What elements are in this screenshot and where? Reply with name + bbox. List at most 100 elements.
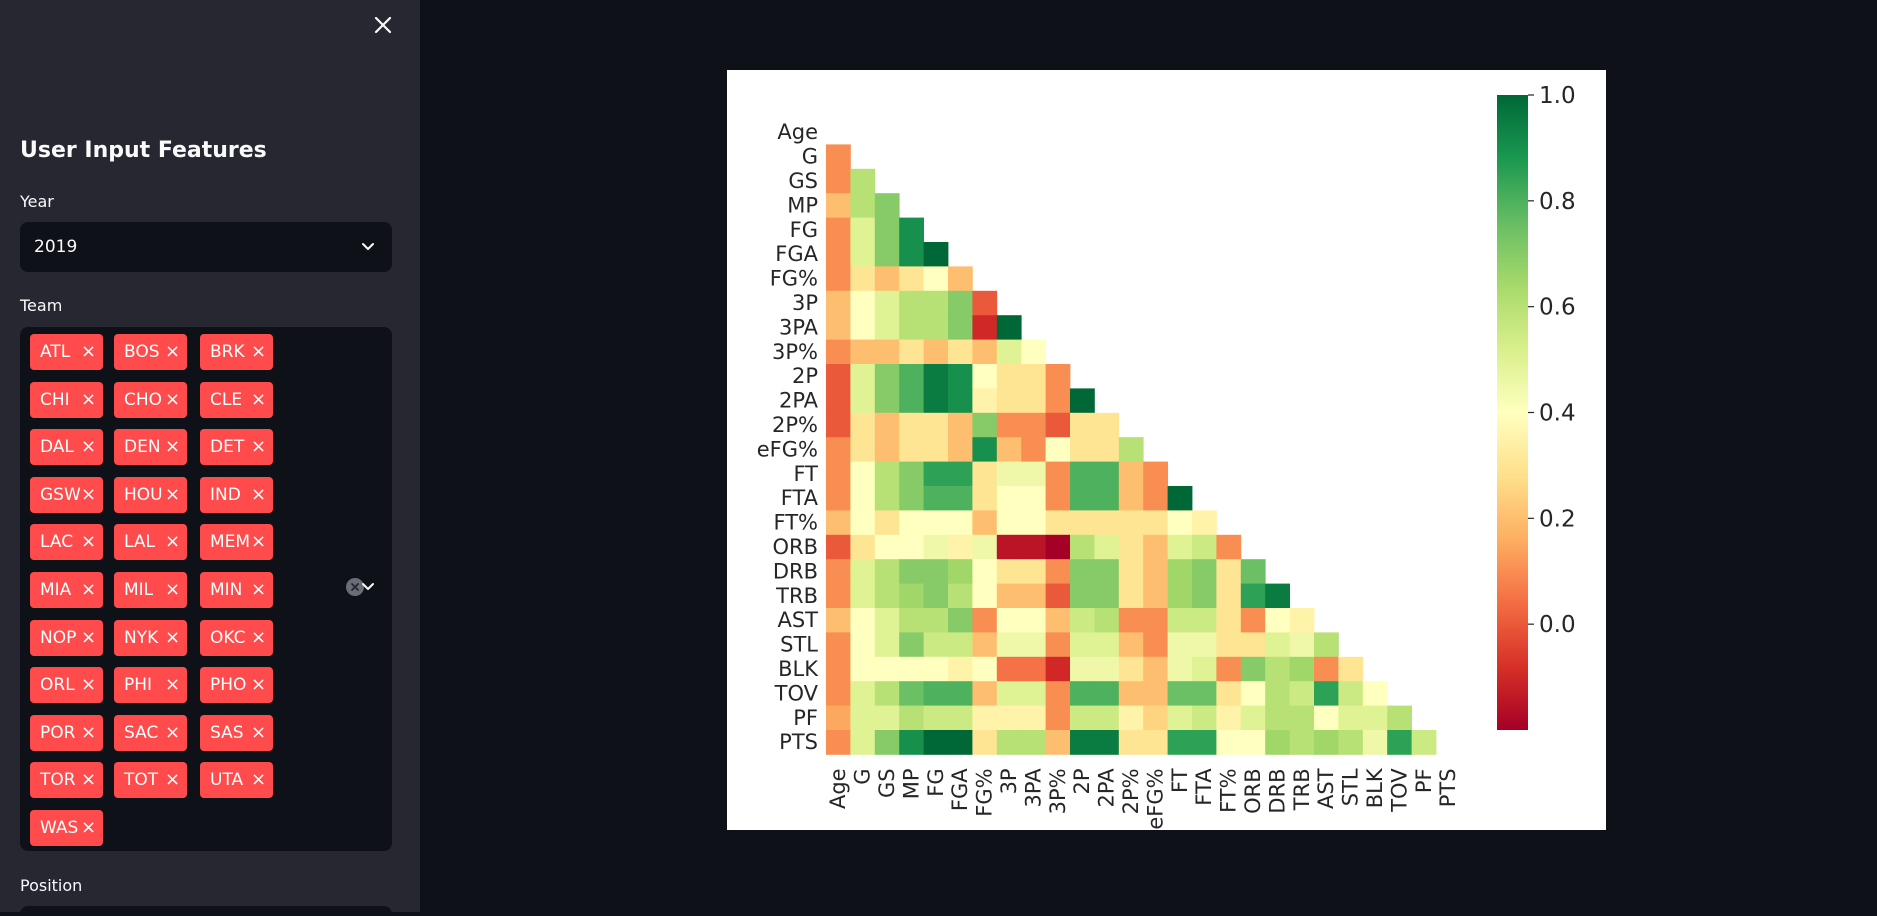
team-chip[interactable]: SAS ×: [200, 714, 273, 751]
team-chip[interactable]: PHI ×: [114, 667, 187, 704]
remove-icon[interactable]: ×: [251, 388, 267, 410]
heatmap-cell: [850, 339, 876, 365]
chevron-down-icon[interactable]: [358, 577, 378, 597]
heatmap-cell: [948, 656, 973, 682]
heatmap-cell: [1118, 656, 1144, 682]
y-tick-label: 3P: [792, 291, 818, 315]
team-chip[interactable]: IND ×: [200, 476, 273, 513]
team-chip[interactable]: DET ×: [200, 429, 273, 466]
team-chip[interactable]: ATL ×: [30, 334, 103, 370]
team-chip[interactable]: UTA ×: [200, 762, 273, 799]
remove-icon[interactable]: ×: [81, 769, 97, 791]
team-chip-label: PHO: [210, 675, 247, 696]
heatmap-cell: [826, 559, 851, 584]
remove-icon[interactable]: ×: [165, 626, 181, 648]
remove-icon[interactable]: ×: [251, 721, 267, 743]
remove-icon[interactable]: ×: [81, 483, 97, 505]
remove-icon[interactable]: ×: [81, 579, 97, 600]
remove-icon[interactable]: ×: [251, 674, 267, 696]
team-chip[interactable]: DAL ×: [30, 429, 103, 466]
heatmap-cell: [1021, 437, 1046, 462]
team-chip[interactable]: MIN ×: [200, 572, 273, 608]
remove-icon[interactable]: ×: [165, 436, 181, 458]
heatmap-cell: [972, 388, 998, 414]
team-chip[interactable]: BRK ×: [200, 334, 273, 370]
team-chip[interactable]: CHO ×: [114, 381, 187, 418]
team-chip-label: ATL: [40, 342, 71, 362]
remove-icon[interactable]: ×: [165, 483, 181, 505]
heatmap-cell: [923, 681, 949, 706]
heatmap-cell: [996, 437, 1022, 462]
heatmap-cell: [996, 510, 1022, 536]
team-chip[interactable]: MEM ×: [200, 524, 273, 561]
heatmap-cell: [1070, 632, 1095, 658]
remove-icon[interactable]: ×: [251, 769, 267, 791]
clear-all-button[interactable]: [346, 578, 364, 596]
team-chip[interactable]: MIA ×: [30, 572, 103, 608]
remove-icon[interactable]: ×: [81, 626, 97, 648]
heatmap-cell: [1045, 656, 1071, 682]
remove-icon[interactable]: ×: [165, 579, 181, 600]
heatmap-cell: [826, 168, 851, 194]
remove-icon[interactable]: ×: [165, 341, 181, 362]
team-chip[interactable]: TOT ×: [114, 762, 187, 799]
heatmap-cell: [826, 217, 851, 243]
team-chip[interactable]: LAC ×: [30, 524, 103, 561]
remove-icon[interactable]: ×: [165, 531, 181, 553]
team-chip[interactable]: NYK ×: [114, 619, 187, 656]
year-select[interactable]: 2019: [20, 222, 392, 272]
remove-icon[interactable]: ×: [251, 626, 267, 648]
team-multiselect[interactable]: ATL × BOS × BRK × CHI × CHO × CLE × DAL × DEN × DET × GSW ×…: [20, 327, 392, 851]
remove-icon[interactable]: ×: [165, 674, 181, 696]
remove-icon[interactable]: ×: [81, 721, 97, 743]
team-chip[interactable]: OKC ×: [200, 619, 273, 656]
remove-icon[interactable]: ×: [81, 436, 97, 458]
team-chip-label: DET: [210, 437, 245, 458]
remove-icon[interactable]: ×: [165, 769, 181, 791]
team-chip[interactable]: GSW ×: [30, 476, 103, 513]
remove-icon[interactable]: ×: [251, 341, 267, 362]
team-chip[interactable]: ORL ×: [30, 667, 103, 704]
team-chip[interactable]: BOS ×: [114, 334, 187, 370]
remove-icon[interactable]: ×: [165, 721, 181, 743]
remove-icon[interactable]: ×: [81, 531, 97, 553]
remove-icon[interactable]: ×: [251, 531, 267, 553]
heatmap-cell: [1216, 730, 1242, 755]
remove-icon[interactable]: ×: [81, 674, 97, 696]
heatmap-cell: [1118, 681, 1144, 706]
remove-icon[interactable]: ×: [251, 579, 267, 600]
remove-icon[interactable]: ×: [81, 388, 97, 410]
heatmap-cell: [1240, 583, 1266, 609]
heatmap-cell: [948, 583, 973, 609]
team-chip[interactable]: LAL ×: [114, 524, 187, 561]
heatmap-cell: [923, 266, 949, 292]
heatmap-cell: [948, 510, 973, 536]
team-chip[interactable]: POR ×: [30, 714, 103, 751]
team-chip[interactable]: DEN ×: [114, 429, 187, 466]
heatmap-cell: [948, 681, 973, 706]
chevron-down-icon: [362, 243, 374, 250]
team-chip[interactable]: MIL ×: [114, 572, 187, 608]
remove-icon[interactable]: ×: [251, 483, 267, 505]
close-sidebar-button[interactable]: [372, 14, 394, 36]
team-chip[interactable]: HOU ×: [114, 476, 187, 513]
y-tick-label: G: [802, 145, 818, 169]
remove-icon[interactable]: ×: [251, 436, 267, 458]
team-chip[interactable]: PHO ×: [200, 667, 273, 704]
remove-icon[interactable]: ×: [165, 388, 181, 410]
heatmap-cell: [996, 559, 1022, 584]
remove-icon[interactable]: ×: [81, 817, 97, 838]
team-chip[interactable]: NOP ×: [30, 619, 103, 656]
heatmap-cell: [948, 388, 973, 414]
team-chip[interactable]: SAC ×: [114, 714, 187, 751]
position-select[interactable]: [20, 906, 392, 916]
team-chip[interactable]: WAS ×: [30, 810, 103, 846]
heatmap-cell: [1265, 656, 1290, 682]
team-chip-label: MIL: [124, 580, 154, 600]
x-tick-label: 3PA: [1021, 768, 1045, 808]
team-chip[interactable]: TOR ×: [30, 762, 103, 799]
team-chip[interactable]: CLE ×: [200, 381, 273, 418]
team-chip[interactable]: CHI ×: [30, 381, 103, 418]
heatmap-cell: [1240, 632, 1266, 658]
remove-icon[interactable]: ×: [81, 341, 97, 362]
